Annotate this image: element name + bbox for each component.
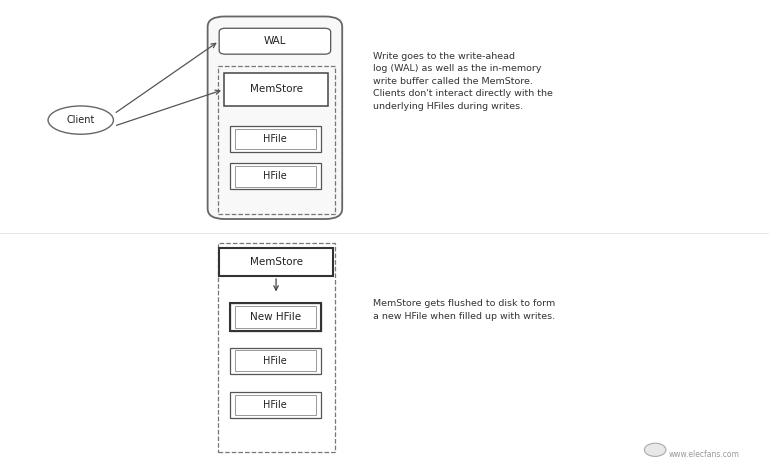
Text: Client: Client — [67, 115, 95, 125]
Text: Write goes to the write-ahead
log (WAL) as well as the in-memory
write buffer ca: Write goes to the write-ahead log (WAL) … — [373, 52, 553, 111]
Bar — [235, 350, 316, 371]
Text: HFile: HFile — [264, 134, 287, 144]
Circle shape — [644, 443, 666, 456]
Bar — [230, 303, 321, 331]
Text: WAL: WAL — [264, 36, 286, 46]
Bar — [230, 392, 321, 418]
Bar — [230, 348, 321, 374]
Text: New HFile: New HFile — [250, 312, 301, 322]
FancyBboxPatch shape — [219, 28, 331, 54]
Bar — [235, 129, 316, 149]
Bar — [218, 243, 335, 452]
FancyBboxPatch shape — [208, 16, 342, 219]
Text: MemStore: MemStore — [250, 84, 302, 95]
Bar — [230, 126, 321, 152]
Ellipse shape — [48, 106, 114, 134]
Text: MemStore gets flushed to disk to form
a new HFile when filled up with writes.: MemStore gets flushed to disk to form a … — [373, 299, 555, 321]
Text: HFile: HFile — [264, 356, 287, 365]
Bar — [224, 73, 328, 106]
Text: MemStore: MemStore — [250, 257, 302, 267]
Text: HFile: HFile — [264, 400, 287, 410]
Text: www.elecfans.com: www.elecfans.com — [669, 450, 740, 459]
Text: HFile: HFile — [264, 171, 287, 181]
Bar — [235, 306, 316, 328]
Bar — [235, 166, 316, 187]
Bar — [230, 163, 321, 189]
Bar — [235, 395, 316, 415]
Bar — [218, 66, 335, 214]
Bar — [230, 303, 321, 331]
Bar — [219, 248, 333, 276]
